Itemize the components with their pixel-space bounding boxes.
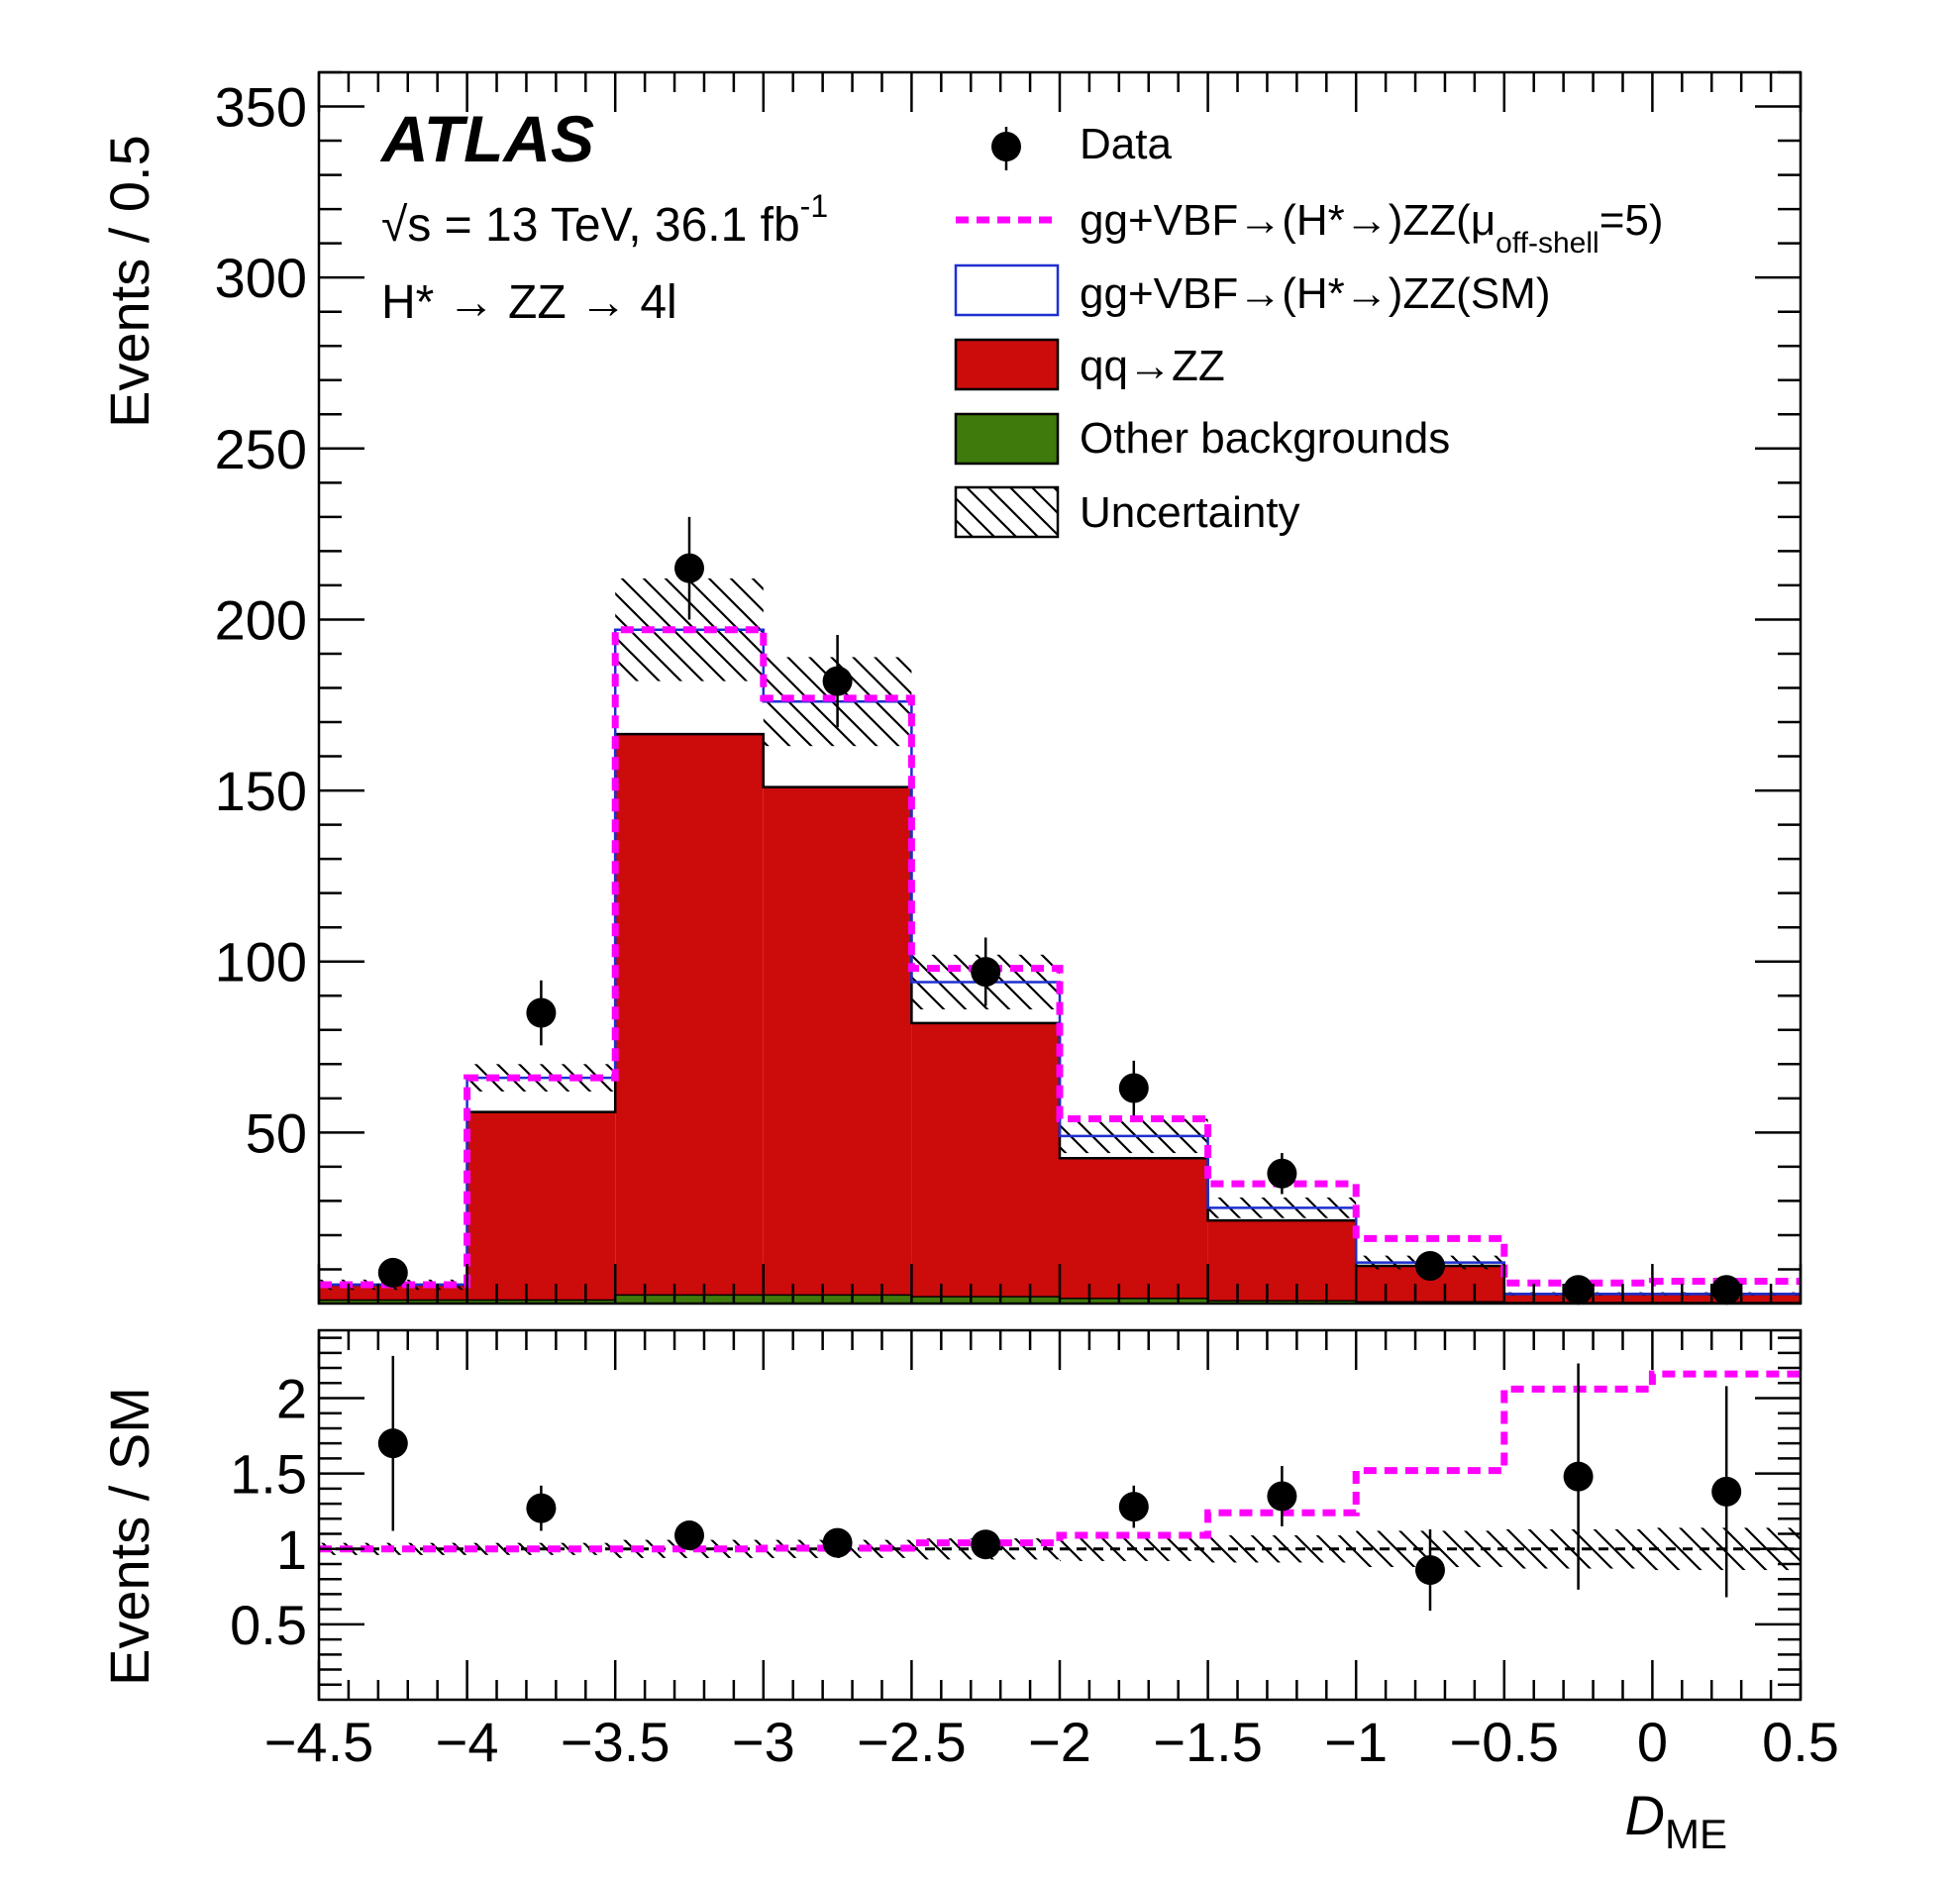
x-tick-labels: −4.5 −4 −3.5 −3 −2.5 −2 −1.5 −1 −0.5 0 0.5 (264, 1711, 1839, 1773)
x-tick-label: −0.5 (1450, 1711, 1560, 1773)
data-point (1118, 1073, 1149, 1103)
qqzz-bar (1060, 1158, 1208, 1299)
ratio-data-point (526, 1493, 557, 1523)
ratio-bsm-line (319, 1370, 1801, 1553)
y-tick-label: 250 (215, 418, 307, 480)
ratio-y-tick-label: 0.5 (230, 1594, 307, 1656)
qqzz-bar (615, 734, 764, 1296)
ratio-data-point (971, 1529, 1001, 1560)
y-tick-label: 200 (215, 588, 307, 651)
legend-label-uncertainty: Uncertainty (1080, 488, 1300, 537)
data-point (674, 553, 704, 583)
x-tick-label: −3 (732, 1711, 795, 1773)
y-tick-label: 100 (215, 931, 307, 993)
ratio-y-tick-labels: 0.5 1 1.5 2 (230, 1368, 307, 1656)
x-tick-label: −2 (1028, 1711, 1091, 1773)
qqzz-bar (763, 786, 912, 1296)
ratio-data-point (1563, 1461, 1594, 1492)
svg-text:√s = 13 TeV, 36.1 fb-1: √s = 13 TeV, 36.1 fb-1 (381, 188, 828, 252)
ratio-data-point (377, 1428, 408, 1459)
x-tick-label: −4 (436, 1711, 499, 1773)
data-point (526, 997, 557, 1028)
legend-qqzz-swatch (954, 338, 1060, 391)
qqzz-bar (466, 1111, 616, 1301)
ratio-panel: 0.5 1 1.5 2 (230, 1328, 1803, 1702)
legend-sm-swatch (954, 263, 1060, 317)
stacked-histogram (319, 732, 1801, 1304)
other-bkg-bar (1060, 1298, 1208, 1304)
qqzz-bar (911, 1022, 1060, 1298)
legend-bsm-sub: off-shell (1496, 227, 1599, 260)
data-point (1415, 1251, 1445, 1282)
ratio-bsm-path (319, 1370, 1801, 1553)
legend-label-bsm: gg+VBF→(H*→)ZZ(μoff-shell=5) (1080, 196, 1664, 260)
x-tick-label: −2.5 (857, 1711, 967, 1773)
process-label: H* → ZZ → 4l (381, 276, 677, 329)
data-point (1563, 1275, 1594, 1306)
legend-label-qqzz: qq→ZZ (1080, 342, 1225, 390)
legend: Data gg+VBF→(H*→)ZZ(μoff-shell=5) gg+VBF… (954, 120, 1664, 539)
ratio-y-tick-label: 1 (276, 1518, 307, 1581)
x-tick-label: −1 (1324, 1711, 1388, 1773)
main-panel: 50 100 150 200 250 300 350 (215, 70, 1803, 1306)
x-axis-title-sub: ME (1665, 1811, 1727, 1857)
x-tick-label: 0 (1637, 1711, 1668, 1773)
x-axis-title: DME (1625, 1784, 1727, 1857)
ratio-data-point (1711, 1476, 1742, 1507)
x-tick-label: −3.5 (561, 1711, 671, 1773)
data-points (377, 516, 1742, 1306)
x-tick-label: −4.5 (264, 1711, 374, 1773)
data-point (1711, 1275, 1742, 1306)
legend-other-swatch (954, 412, 1060, 466)
ratio-y-axis-title: Events / SM (98, 1387, 160, 1686)
legend-uncertainty-swatch (954, 485, 1060, 539)
ratio-data-point (674, 1520, 704, 1551)
main-ticks (317, 70, 1803, 1304)
x-axis-title-main: D (1625, 1784, 1665, 1846)
data-point (971, 957, 1001, 988)
ratio-data-point (1267, 1481, 1297, 1512)
ratio-y-tick-label: 2 (276, 1368, 307, 1430)
qqzz-bar (1207, 1220, 1357, 1302)
energy-sup: -1 (800, 188, 828, 224)
other-bkg-bar (911, 1297, 1060, 1304)
data-point (377, 1257, 408, 1288)
x-tick-label: −1.5 (1153, 1711, 1263, 1773)
y-tick-label: 350 (215, 76, 307, 139)
energy-label: √s = 13 TeV, 36.1 fb-1 (381, 188, 828, 252)
y-tick-label: 150 (215, 760, 307, 822)
ratio-data-points (377, 1355, 1742, 1612)
other-bkg-bar (763, 1295, 912, 1304)
ratio-data-point (822, 1527, 853, 1558)
ratio-data-point (1415, 1555, 1445, 1586)
ratio-y-tick-label: 1.5 (230, 1443, 307, 1506)
ratio-ticks (317, 1330, 1803, 1700)
legend-label-sm: gg+VBF→(H*→)ZZ(SM) (1080, 269, 1550, 318)
y-tick-label: 300 (215, 247, 307, 309)
atlas-label: ATLAS (379, 102, 594, 175)
other-bkg-bar (615, 1295, 764, 1304)
legend-label-data: Data (1080, 120, 1172, 168)
other-bkg-bar (319, 1300, 467, 1304)
x-tick-label: 0.5 (1762, 1711, 1839, 1773)
y-tick-label: 50 (246, 1101, 307, 1164)
other-bkg-bar (466, 1300, 616, 1304)
ratio-data-point (1118, 1492, 1149, 1522)
data-point (1267, 1158, 1297, 1189)
legend-label-other: Other backgrounds (1080, 414, 1450, 463)
energy-text: √s = 13 TeV, 36.1 fb (381, 199, 800, 252)
main-y-axis-title: Events / 0.5 (98, 135, 160, 428)
legend-data-marker (991, 127, 1021, 170)
main-y-tick-labels: 50 100 150 200 250 300 350 (215, 76, 307, 1165)
data-point (822, 666, 853, 696)
other-bkg-bar (1207, 1301, 1357, 1304)
